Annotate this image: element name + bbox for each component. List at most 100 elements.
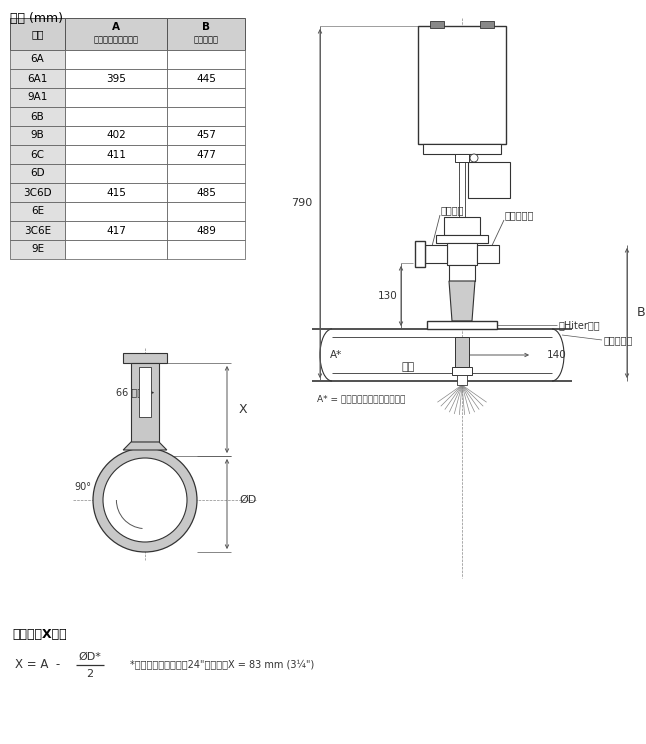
Text: 415: 415 [106,187,126,197]
Bar [10,240,65,259]
Text: X: X [239,403,247,416]
Bar [415,241,425,267]
Text: 6B: 6B [30,112,45,121]
Bar [167,50,245,69]
Text: 6E: 6E [31,207,44,217]
Bar [65,88,167,107]
Text: 402: 402 [106,130,126,141]
Bar [167,221,245,240]
Bar [65,107,167,126]
Bar [427,321,497,329]
Bar [459,162,465,217]
Bar [418,26,506,144]
Bar [10,164,65,183]
Bar [468,162,510,198]
Bar [436,235,488,243]
Text: 6A: 6A [30,54,45,65]
Bar [444,217,480,235]
Text: 水侧法兰: 水侧法兰 [441,205,464,215]
Text: 417: 417 [106,225,126,236]
Bar [10,183,65,202]
Text: A*: A* [330,350,342,360]
Text: 6C: 6C [30,150,45,159]
Bar [10,69,65,88]
Bar [10,221,65,240]
Bar [131,363,159,442]
Text: 457: 457 [196,130,216,141]
Circle shape [103,458,187,542]
Bar [65,69,167,88]
Bar [10,126,65,145]
Text: 9E: 9E [31,245,44,254]
Bar [480,21,494,28]
Bar [167,107,245,126]
Bar [65,221,167,240]
Bar [167,88,245,107]
Bar [65,183,167,202]
Bar [65,164,167,183]
Bar [167,18,245,50]
Circle shape [93,448,197,552]
Bar [455,154,469,162]
Bar [447,243,477,265]
Text: 477: 477 [196,150,216,159]
Text: 3C6D: 3C6D [23,187,52,197]
Text: 790: 790 [291,199,312,208]
Text: B: B [202,22,210,32]
Bar [139,367,151,417]
Bar [167,145,245,164]
Bar [455,337,469,367]
Text: 蒸汽侧法兰: 蒸汽侧法兰 [505,210,534,220]
Text: A: A [112,22,120,32]
Text: X = A  -: X = A - [15,658,60,672]
Text: 445: 445 [196,74,216,83]
Text: 9A1: 9A1 [27,92,48,103]
Text: ØD: ØD [239,495,256,505]
Polygon shape [123,442,167,450]
Text: 支管高度X计算: 支管高度X计算 [12,629,67,641]
Bar [425,245,447,263]
Bar [123,353,167,363]
Bar [10,202,65,221]
Bar [65,50,167,69]
Bar [457,375,467,385]
Bar [10,88,65,107]
Bar [167,126,245,145]
Bar [477,245,499,263]
Text: 485: 485 [196,187,216,197]
Text: 蒸汽: 蒸汽 [402,362,415,372]
Text: 喷嘴: 喷嘴 [31,29,44,39]
Text: 由客户决定: 由客户决定 [604,335,633,345]
Text: 66 毫米: 66 毫米 [116,387,143,397]
Bar [167,69,245,88]
Text: 总插入距离: 总插入距离 [194,36,218,45]
Bar [452,367,472,375]
Circle shape [470,154,478,162]
Text: 489: 489 [196,225,216,236]
Text: 6A1: 6A1 [27,74,48,83]
Bar [10,107,65,126]
Bar [167,240,245,259]
Text: 140: 140 [547,350,567,360]
Bar [10,145,65,164]
Text: 9B: 9B [30,130,45,141]
Bar [65,240,167,259]
Bar [449,265,475,281]
Bar [65,126,167,145]
Bar [65,18,167,50]
Text: ØD*: ØD* [79,652,101,662]
Bar [430,21,444,28]
Text: 口径 (mm): 口径 (mm) [10,12,63,25]
Bar [423,144,501,154]
Bar [10,50,65,69]
Polygon shape [449,281,475,321]
Text: A* = 到蒸汽管道中心的大约距离: A* = 到蒸汽管道中心的大约距离 [317,394,406,403]
Text: B: B [637,307,645,319]
Text: 90°: 90° [74,482,91,492]
Text: 395: 395 [106,74,126,83]
Bar [167,183,245,202]
Text: 130: 130 [379,291,398,301]
Text: 6D: 6D [30,168,45,179]
Bar [65,145,167,164]
Text: *注意：对于尺寸大于24"的管道，X = 83 mm (3¼"): *注意：对于尺寸大于24"的管道，X = 83 mm (3¼") [130,660,314,670]
